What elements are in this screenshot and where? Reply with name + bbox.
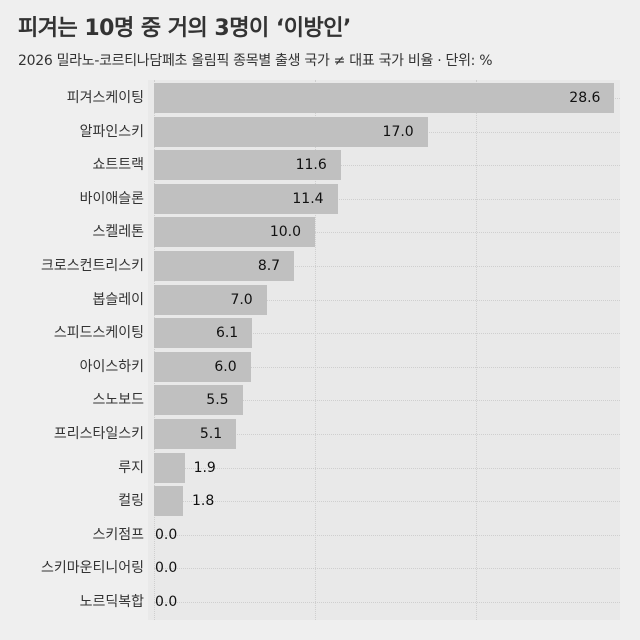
chart-subtitle: 2026 밀라노-코르티나담페초 올림픽 종목별 출생 국가 ≠ 대표 국가 비… <box>18 53 493 69</box>
category-label: 스피드스케이팅 <box>53 325 144 342</box>
value-label: 17.0 <box>382 123 414 140</box>
bar-row: 봅슬레이 7.0 <box>0 283 640 317</box>
bar-row: 프리스타일스키 5.1 <box>0 417 640 451</box>
bar-row: 컬링 1.8 <box>0 484 640 518</box>
bar <box>154 183 338 214</box>
value-label: 0.0 <box>155 594 178 610</box>
value-label: 1.9 <box>193 459 216 476</box>
category-label: 스키마운티니어링 <box>40 560 144 577</box>
bar <box>154 486 183 517</box>
category-label: 스켈레톤 <box>92 224 144 241</box>
category-label: 루지 <box>118 459 144 476</box>
gridline-horizontal <box>154 467 620 469</box>
category-label: 노르딕복합 <box>79 594 144 610</box>
bar-row: 스키마운티니어링 0.0 <box>0 551 640 585</box>
value-label: 0.0 <box>155 560 178 577</box>
gridline-horizontal <box>154 434 620 435</box>
gridline-horizontal <box>154 366 620 368</box>
bar-row: 스피드스케이팅 6.1 <box>0 316 640 350</box>
category-label: 피겨스케이팅 <box>66 90 144 106</box>
bar <box>154 318 253 349</box>
bar <box>154 284 267 315</box>
category-label: 알파인스키 <box>79 123 144 140</box>
bar <box>154 217 315 248</box>
gridline-horizontal <box>154 568 620 570</box>
category-label: 봅슬레이 <box>92 291 144 308</box>
gridline-0 <box>154 80 155 620</box>
gridline-10 <box>315 80 316 620</box>
bar <box>154 116 428 147</box>
value-label: 0.0 <box>155 526 178 543</box>
category-label: 바이애슬론 <box>79 190 144 207</box>
gridline-horizontal <box>154 266 620 267</box>
gridline-horizontal <box>154 400 620 402</box>
chart-title: 피겨는 10명 중 거의 3명이 ‘이방인’ <box>18 16 351 41</box>
gridline-horizontal <box>154 232 620 234</box>
gridline-horizontal <box>154 534 620 536</box>
value-label: 28.6 <box>569 90 601 106</box>
bar <box>154 83 615 113</box>
value-label: 1.8 <box>191 493 215 510</box>
bar-row: 크로스컨트리스키 8.7 <box>0 249 640 283</box>
bar-row: 스키점프 0.0 <box>0 518 640 552</box>
gridline-horizontal <box>154 299 620 301</box>
bar-row: 노르딕복합 0.0 <box>0 585 640 619</box>
value-label: 5.1 <box>199 426 223 442</box>
value-label: 5.5 <box>206 392 229 409</box>
bar-row: 루지 1.9 <box>0 451 640 485</box>
bar <box>154 419 237 449</box>
gridline-horizontal <box>154 198 620 200</box>
category-label: 아이스하키 <box>79 358 144 375</box>
gridline-horizontal <box>154 501 620 503</box>
bar-row: 쇼트트랙 11.6 <box>0 148 640 182</box>
bar-row: 피겨스케이팅 28.6 <box>0 81 640 115</box>
bar <box>154 150 341 181</box>
bar-row: 스노보드 5.5 <box>0 383 640 417</box>
gridline-20 <box>476 80 477 620</box>
value-label: 11.6 <box>295 157 327 174</box>
category-label: 프리스타일스키 <box>53 426 144 442</box>
value-label: 6.0 <box>214 358 237 375</box>
bar-row: 스켈레톤 10.0 <box>0 215 640 249</box>
bar <box>154 351 251 382</box>
bar <box>154 251 295 281</box>
value-label: 6.1 <box>215 325 239 342</box>
value-label: 11.4 <box>292 190 324 207</box>
bar <box>154 452 185 483</box>
gridline-horizontal <box>154 602 620 603</box>
bar-row: 알파인스키 17.0 <box>0 115 640 149</box>
category-label: 스키점프 <box>92 526 144 543</box>
category-label: 쇼트트랙 <box>92 157 144 174</box>
bar-row: 아이스하키 6.0 <box>0 350 640 384</box>
category-label: 컬링 <box>118 493 144 510</box>
value-label: 7.0 <box>230 291 253 308</box>
value-label: 8.7 <box>257 258 281 274</box>
value-label: 10.0 <box>269 224 301 241</box>
gridline-horizontal <box>154 333 620 335</box>
category-label: 스노보드 <box>92 392 144 409</box>
category-label: 크로스컨트리스키 <box>40 258 144 274</box>
gridline-horizontal <box>154 165 620 167</box>
bar-row: 바이애슬론 11.4 <box>0 182 640 216</box>
bar <box>154 385 243 416</box>
